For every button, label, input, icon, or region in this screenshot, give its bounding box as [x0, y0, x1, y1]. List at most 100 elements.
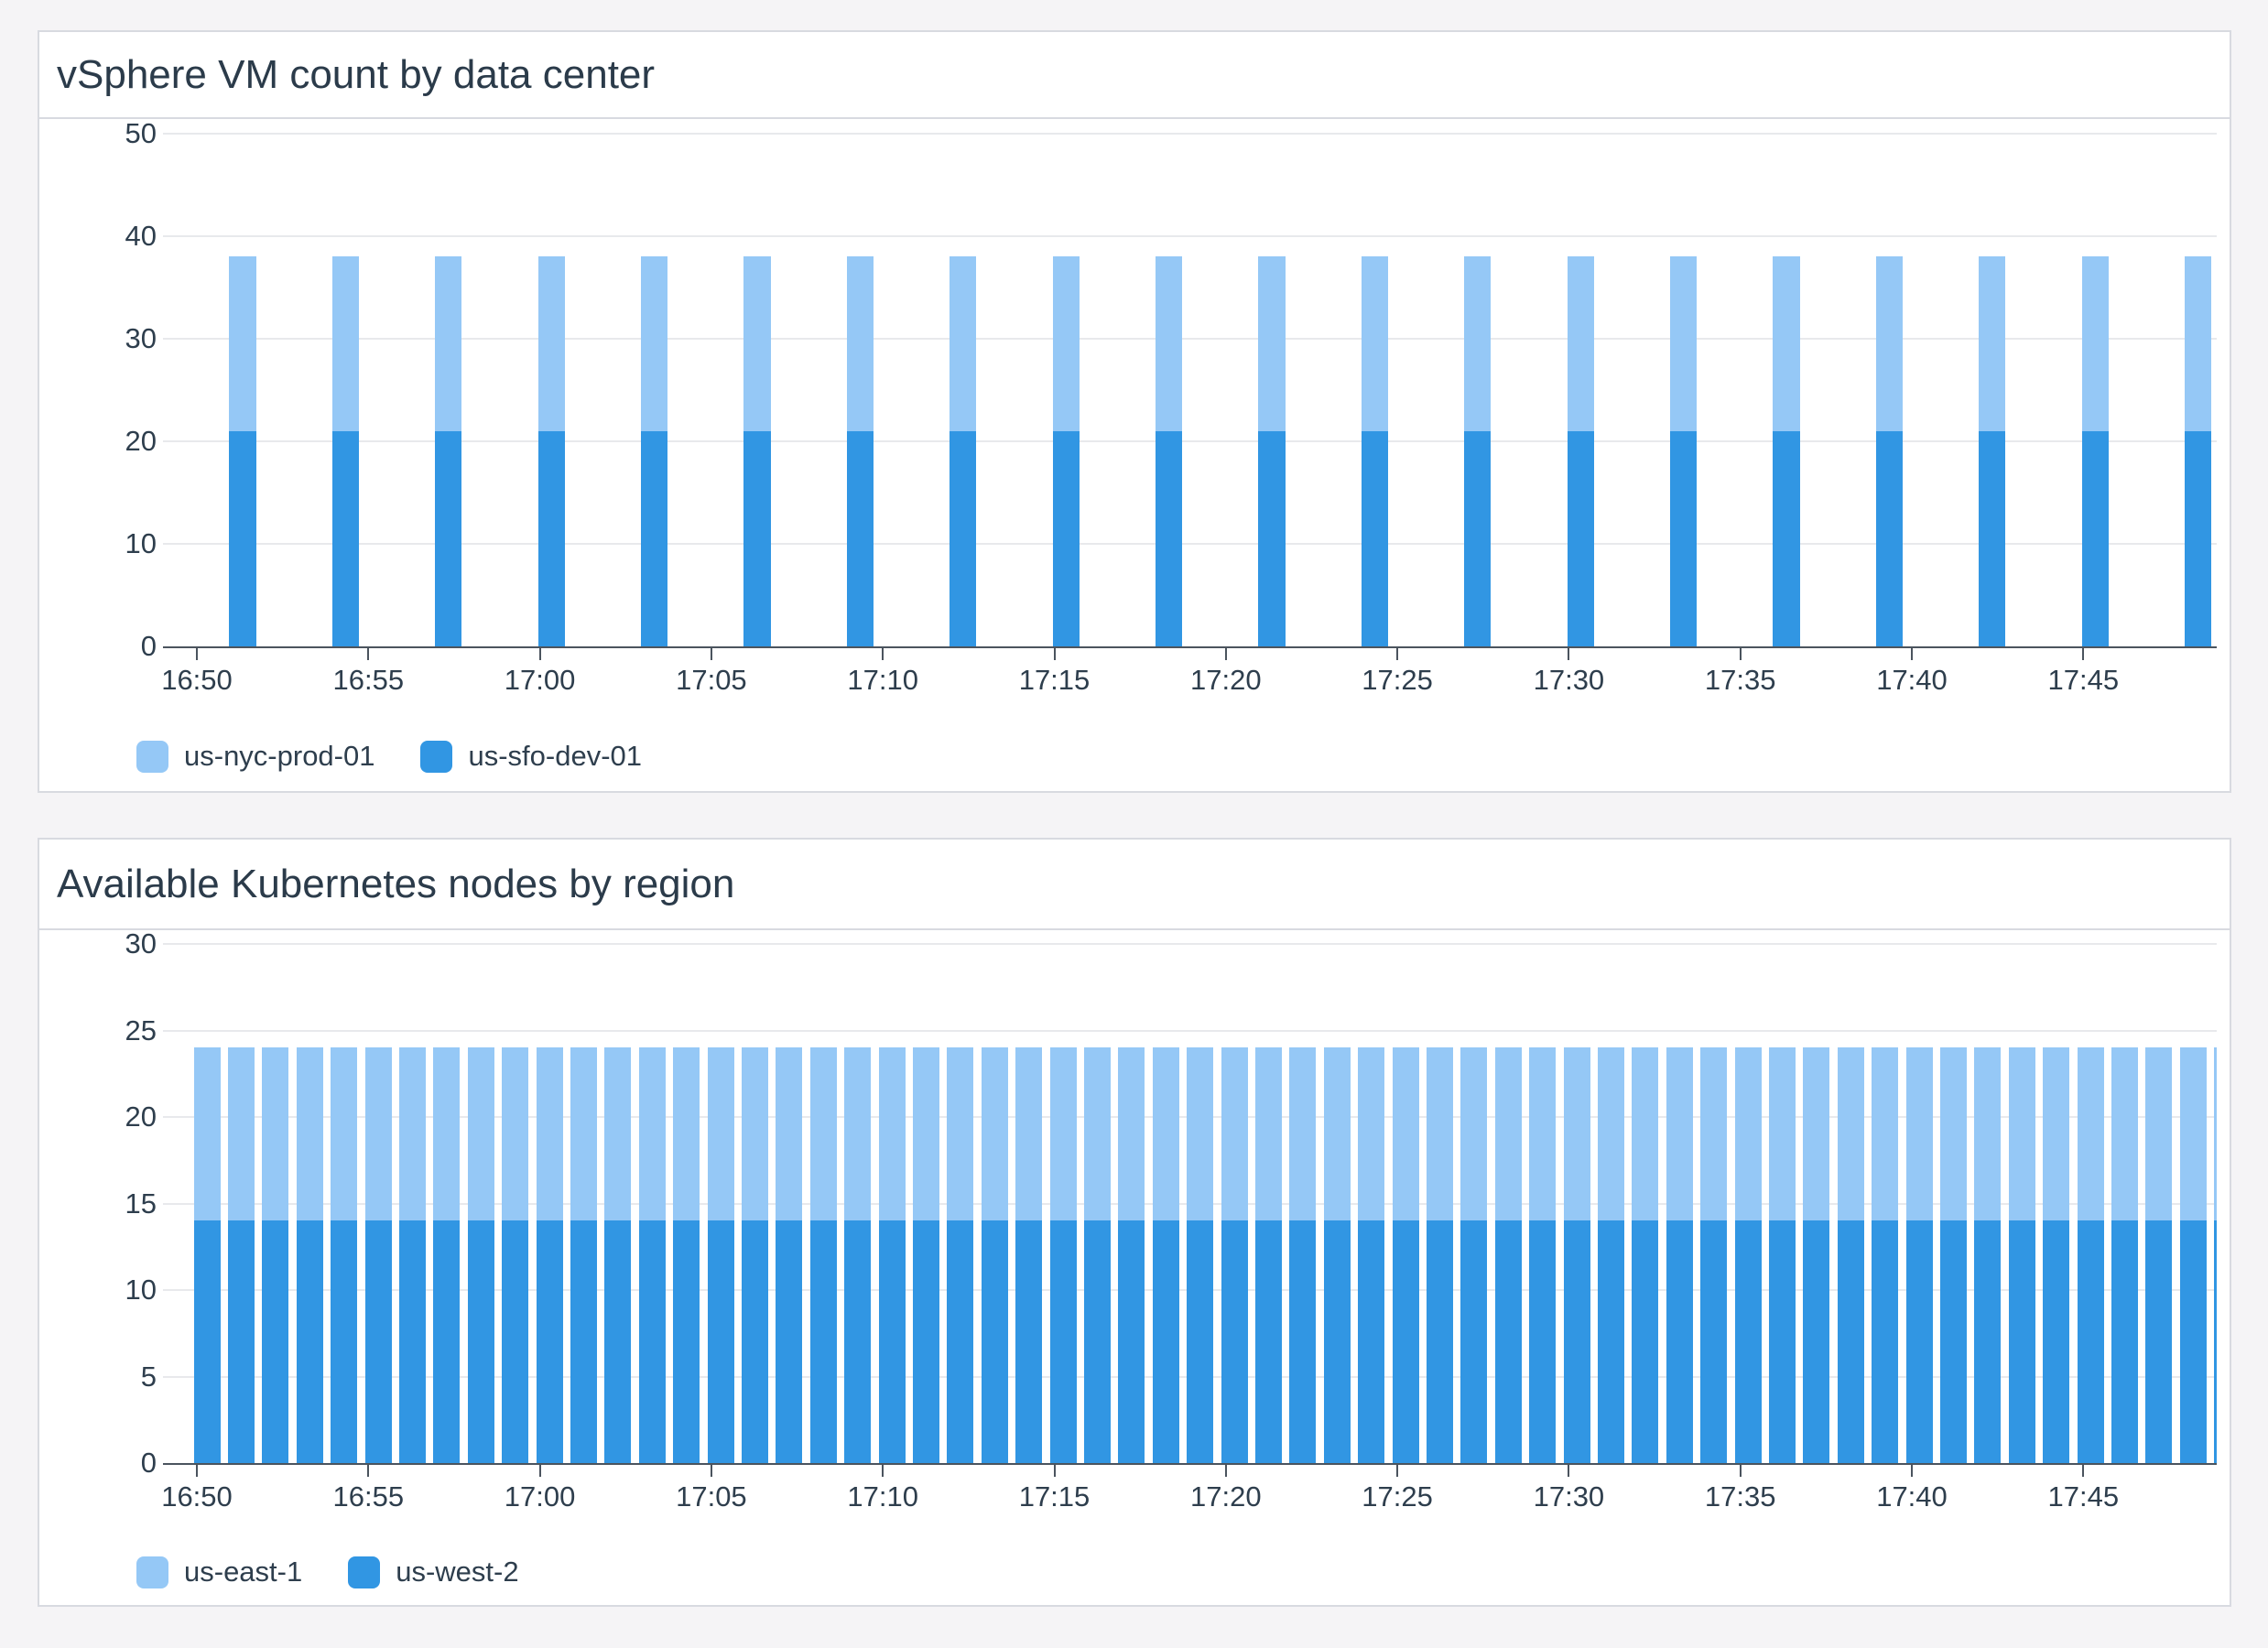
bar-column[interactable]: [707, 1047, 734, 1463]
bar-column[interactable]: [1289, 1047, 1317, 1463]
bar-column[interactable]: [846, 256, 874, 646]
bar-column[interactable]: [1015, 1047, 1043, 1463]
bar-column[interactable]: [741, 1047, 768, 1463]
x-axis-tick: [1739, 1465, 1742, 1477]
legend-item-us-west-2[interactable]: us-west-2: [348, 1556, 519, 1588]
bar-column[interactable]: [1323, 1047, 1351, 1463]
bar-column[interactable]: [947, 1047, 974, 1463]
bar-column[interactable]: [2111, 1047, 2138, 1463]
bar-column[interactable]: [227, 1047, 255, 1463]
bar-column[interactable]: [2184, 256, 2212, 646]
bar-column[interactable]: [1669, 256, 1698, 646]
bar-column[interactable]: [844, 1047, 872, 1463]
bar-column[interactable]: [1155, 256, 1183, 646]
bar-column[interactable]: [502, 1047, 529, 1463]
bar-column[interactable]: [433, 1047, 461, 1463]
x-axis-label: 17:25: [1362, 664, 1433, 696]
bar-column[interactable]: [193, 1047, 221, 1463]
bar-column[interactable]: [2077, 1047, 2104, 1463]
bar-segment-us-west-2: [1529, 1220, 1557, 1463]
bar-column[interactable]: [673, 1047, 700, 1463]
bar-segment-us-east-1: [1152, 1047, 1179, 1221]
bar-column[interactable]: [1426, 1047, 1453, 1463]
bar-column[interactable]: [1872, 1047, 1899, 1463]
bar-column[interactable]: [1392, 1047, 1419, 1463]
bar-column[interactable]: [1597, 1047, 1624, 1463]
y-axis-label: 10: [125, 527, 157, 559]
bar-column[interactable]: [640, 256, 668, 646]
bar-column[interactable]: [570, 1047, 597, 1463]
bar-column[interactable]: [435, 256, 462, 646]
bar-column[interactable]: [1974, 1047, 2002, 1463]
bar-column[interactable]: [878, 1047, 906, 1463]
bar-column[interactable]: [1563, 1047, 1590, 1463]
bar-column[interactable]: [1049, 1047, 1077, 1463]
bar-column[interactable]: [638, 1047, 666, 1463]
bar-column[interactable]: [950, 256, 977, 646]
bar-column[interactable]: [398, 1047, 426, 1463]
bar-column[interactable]: [1734, 1047, 1762, 1463]
bar-column[interactable]: [1979, 256, 2006, 646]
bar-column[interactable]: [1118, 1047, 1145, 1463]
bar-column[interactable]: [1358, 1047, 1385, 1463]
bar-column[interactable]: [1632, 1047, 1659, 1463]
bar-column[interactable]: [2081, 256, 2109, 646]
bar-column[interactable]: [981, 1047, 1008, 1463]
bar-column[interactable]: [1773, 256, 1800, 646]
bar-column[interactable]: [1494, 1047, 1522, 1463]
bar-column[interactable]: [1464, 256, 1492, 646]
bar-column[interactable]: [331, 1047, 358, 1463]
bar-column[interactable]: [912, 1047, 939, 1463]
bar-column[interactable]: [331, 256, 360, 646]
bar-column[interactable]: [1221, 1047, 1248, 1463]
bar-column[interactable]: [1939, 1047, 1967, 1463]
bar-segment-us-nyc-prod-01: [1258, 256, 1286, 431]
bar-column[interactable]: [1052, 256, 1080, 646]
bar-segment-us-east-1: [1494, 1047, 1522, 1221]
bar-column[interactable]: [2179, 1047, 2207, 1463]
bar-column[interactable]: [1567, 256, 1594, 646]
bar-segment-us-west-2: [1289, 1220, 1317, 1463]
bar-segment-us-east-1: [912, 1047, 939, 1221]
bar-column[interactable]: [809, 1047, 837, 1463]
bar-column[interactable]: [2008, 1047, 2035, 1463]
x-axis-label: 17:40: [1876, 1480, 1948, 1512]
bar-column[interactable]: [604, 1047, 632, 1463]
bar-column[interactable]: [1905, 1047, 1933, 1463]
bar-column[interactable]: [296, 1047, 323, 1463]
x-axis-label: 17:30: [1533, 1480, 1605, 1512]
bar-column[interactable]: [1875, 256, 1904, 646]
bar-column[interactable]: [467, 1047, 494, 1463]
legend-item-us-east-1[interactable]: us-east-1: [136, 1556, 302, 1588]
bar-column[interactable]: [743, 256, 771, 646]
bar-column[interactable]: [776, 1047, 803, 1463]
bar-column[interactable]: [364, 1047, 392, 1463]
bar-column[interactable]: [1187, 1047, 1214, 1463]
bar-segment-us-nyc-prod-01: [1052, 256, 1080, 431]
bar-column[interactable]: [229, 256, 256, 646]
legend-item-us-sfo-dev-01[interactable]: us-sfo-dev-01: [420, 740, 642, 773]
legend-swatch-dark-blue: [420, 740, 453, 773]
bar-column[interactable]: [1803, 1047, 1830, 1463]
bar-column[interactable]: [2145, 1047, 2173, 1463]
bar-column[interactable]: [537, 256, 565, 646]
bar-column[interactable]: [1152, 1047, 1179, 1463]
bar-column[interactable]: [1258, 256, 1286, 646]
bar-column[interactable]: [1361, 256, 1389, 646]
bar-column[interactable]: [1837, 1047, 1864, 1463]
bar-column[interactable]: [2214, 1047, 2217, 1463]
bar-column[interactable]: [1768, 1047, 1796, 1463]
bar-segment-us-west-2: [331, 1220, 358, 1463]
bar-column[interactable]: [1083, 1047, 1111, 1463]
bar-column[interactable]: [536, 1047, 563, 1463]
panel-vsphere-vm-count: vSphere VM count by data center 0 10 20 30 4…: [38, 30, 2231, 793]
bar-column[interactable]: [1254, 1047, 1282, 1463]
bar-column[interactable]: [262, 1047, 289, 1463]
bar-column[interactable]: [1529, 1047, 1557, 1463]
bar-column[interactable]: [1666, 1047, 1693, 1463]
bar-segment-us-nyc-prod-01: [1361, 256, 1389, 431]
bar-column[interactable]: [1460, 1047, 1488, 1463]
legend-item-us-nyc-prod-01[interactable]: us-nyc-prod-01: [136, 740, 374, 773]
bar-column[interactable]: [2043, 1047, 2070, 1463]
bar-column[interactable]: [1700, 1047, 1728, 1463]
